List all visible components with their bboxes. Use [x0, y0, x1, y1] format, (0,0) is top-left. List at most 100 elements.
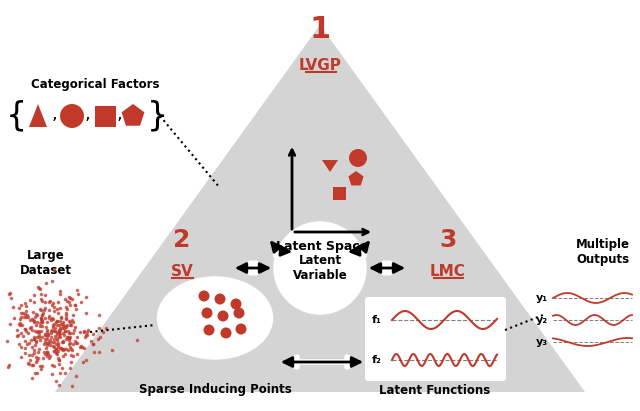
Point [26, 323, 36, 330]
Point [16, 344, 26, 351]
Point [76, 343, 86, 349]
Point [65, 319, 76, 325]
Point [72, 339, 83, 346]
Point [65, 365, 76, 372]
Point [36, 291, 47, 298]
Point [28, 350, 38, 357]
Point [52, 305, 63, 312]
Point [43, 351, 53, 358]
Point [72, 291, 83, 298]
Point [43, 331, 53, 337]
Point [28, 317, 38, 324]
Point [61, 335, 72, 342]
Point [52, 340, 63, 346]
Text: ,: , [84, 105, 90, 123]
Circle shape [234, 307, 244, 319]
Point [31, 322, 41, 328]
Point [60, 351, 70, 358]
Point [38, 307, 49, 314]
Point [32, 329, 42, 335]
Point [44, 355, 54, 362]
Polygon shape [55, 25, 585, 392]
Point [36, 296, 46, 302]
Point [36, 319, 47, 325]
Point [49, 328, 60, 334]
Point [20, 308, 31, 314]
Point [13, 321, 24, 327]
Point [41, 323, 51, 330]
Point [45, 330, 56, 336]
Point [71, 339, 81, 346]
Point [15, 319, 26, 326]
Text: y₂: y₂ [536, 315, 548, 325]
Point [44, 312, 54, 319]
Point [54, 382, 64, 388]
Point [53, 321, 63, 328]
Point [66, 322, 76, 329]
Point [35, 306, 45, 313]
Point [65, 344, 76, 351]
Point [30, 369, 40, 376]
Text: SV: SV [171, 264, 193, 279]
Point [15, 314, 26, 321]
Point [52, 318, 62, 325]
Point [57, 339, 67, 346]
Point [56, 321, 66, 328]
FancyBboxPatch shape [95, 106, 116, 127]
Point [61, 316, 71, 323]
Point [25, 357, 35, 363]
Point [60, 323, 70, 330]
Point [42, 340, 52, 347]
Point [60, 327, 70, 334]
Point [77, 344, 87, 350]
Point [56, 314, 66, 320]
Point [61, 312, 72, 318]
Point [13, 331, 23, 338]
Point [29, 335, 39, 342]
Point [46, 334, 56, 340]
Point [52, 331, 63, 337]
Point [28, 362, 38, 369]
Point [71, 373, 81, 379]
Point [42, 349, 52, 356]
Point [65, 301, 76, 308]
Text: ,: , [116, 105, 122, 123]
Point [20, 344, 31, 351]
Point [26, 316, 36, 322]
Point [36, 327, 46, 334]
Circle shape [236, 323, 246, 335]
Point [107, 347, 117, 353]
Point [49, 348, 59, 354]
Point [27, 344, 37, 351]
Point [22, 359, 33, 366]
Point [75, 328, 85, 335]
Point [54, 326, 65, 333]
Point [51, 349, 61, 356]
Text: 1: 1 [309, 15, 331, 44]
Point [45, 353, 56, 359]
Point [9, 315, 19, 321]
Point [49, 321, 60, 328]
Point [40, 345, 51, 351]
Point [61, 324, 71, 330]
Point [79, 328, 90, 335]
Point [54, 328, 64, 335]
Point [46, 316, 56, 323]
Point [64, 318, 74, 325]
Point [66, 351, 76, 358]
Point [40, 292, 51, 299]
Point [88, 341, 98, 347]
Point [61, 298, 72, 305]
Point [63, 328, 73, 334]
Text: y₁: y₁ [536, 293, 548, 303]
Point [17, 322, 27, 328]
Point [42, 349, 52, 356]
Point [52, 335, 62, 342]
Point [52, 350, 63, 357]
Point [55, 288, 65, 294]
Text: LMC: LMC [430, 264, 466, 279]
Point [49, 344, 60, 351]
Point [37, 319, 47, 326]
Point [55, 305, 65, 312]
Point [49, 307, 59, 314]
